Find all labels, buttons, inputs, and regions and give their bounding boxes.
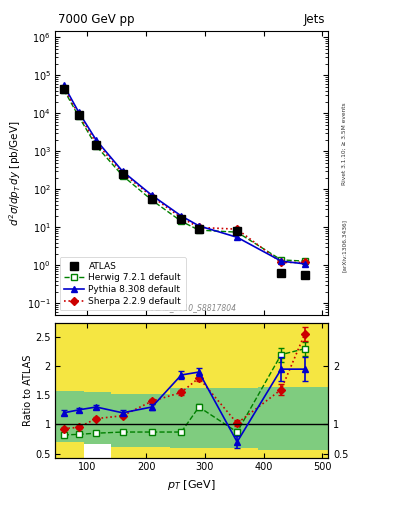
Pythia 8.308 default [235, 234, 239, 240]
X-axis label: $p_T$ [GeV]: $p_T$ [GeV] [167, 478, 216, 492]
Text: Jets: Jets [304, 13, 325, 27]
Pythia 8.308 default [196, 223, 201, 229]
Legend: ATLAS, Herwig 7.2.1 default, Pythia 8.308 default, Sherpa 2.2.9 default: ATLAS, Herwig 7.2.1 default, Pythia 8.30… [59, 257, 185, 310]
Sherpa 2.2.9 default [120, 170, 125, 176]
Herwig 7.2.1 default [120, 173, 125, 179]
ATLAS [94, 142, 99, 148]
Sherpa 2.2.9 default [302, 260, 307, 266]
Line: Herwig 7.2.1 default: Herwig 7.2.1 default [61, 87, 308, 264]
ATLAS [61, 86, 66, 92]
Sherpa 2.2.9 default [150, 194, 154, 200]
Herwig 7.2.1 default [94, 143, 99, 149]
Pythia 8.308 default [179, 213, 184, 219]
Herwig 7.2.1 default [235, 229, 239, 235]
Sherpa 2.2.9 default [279, 260, 283, 266]
Text: 7000 GeV pp: 7000 GeV pp [58, 13, 134, 27]
Herwig 7.2.1 default [150, 197, 154, 203]
Sherpa 2.2.9 default [94, 140, 99, 146]
Sherpa 2.2.9 default [235, 226, 239, 232]
ATLAS [302, 272, 307, 279]
Herwig 7.2.1 default [61, 87, 66, 93]
Pythia 8.308 default [302, 261, 307, 267]
Line: Sherpa 2.2.9 default: Sherpa 2.2.9 default [61, 85, 307, 265]
Pythia 8.308 default [76, 109, 81, 115]
Y-axis label: Ratio to ATLAS: Ratio to ATLAS [22, 355, 33, 426]
Pythia 8.308 default [61, 82, 66, 89]
Line: Pythia 8.308 default: Pythia 8.308 default [61, 82, 308, 267]
Sherpa 2.2.9 default [76, 111, 81, 117]
Y-axis label: $d^2\sigma/dp_T\,dy$ [pb/GeV]: $d^2\sigma/dp_T\,dy$ [pb/GeV] [7, 120, 23, 225]
ATLAS [279, 269, 283, 275]
Herwig 7.2.1 default [76, 113, 81, 119]
ATLAS [76, 112, 81, 118]
Herwig 7.2.1 default [279, 257, 283, 263]
Sherpa 2.2.9 default [61, 84, 66, 91]
ATLAS [235, 228, 239, 234]
Pythia 8.308 default [279, 258, 283, 264]
Text: ATLAS_2010_S8817804: ATLAS_2010_S8817804 [147, 303, 237, 312]
ATLAS [196, 226, 201, 232]
Sherpa 2.2.9 default [196, 224, 201, 230]
Pythia 8.308 default [120, 168, 125, 175]
Herwig 7.2.1 default [196, 227, 201, 233]
Herwig 7.2.1 default [302, 258, 307, 264]
Herwig 7.2.1 default [179, 218, 184, 224]
ATLAS [120, 171, 125, 177]
Line: ATLAS: ATLAS [60, 85, 309, 279]
ATLAS [150, 196, 154, 202]
Pythia 8.308 default [94, 137, 99, 143]
Sherpa 2.2.9 default [179, 215, 184, 221]
Text: [arXiv:1306.3436]: [arXiv:1306.3436] [342, 219, 346, 272]
Text: Rivet 3.1.10; ≥ 3.5M events: Rivet 3.1.10; ≥ 3.5M events [342, 102, 346, 185]
Pythia 8.308 default [150, 192, 154, 198]
ATLAS [179, 216, 184, 222]
